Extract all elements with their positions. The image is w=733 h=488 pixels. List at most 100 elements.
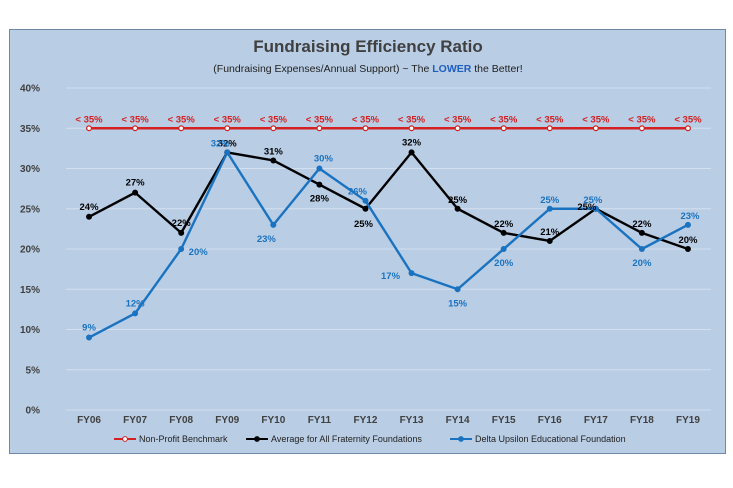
data-label: < 35% bbox=[214, 114, 242, 125]
legend-marker bbox=[458, 436, 464, 442]
y-tick-label: 30% bbox=[20, 164, 40, 175]
data-label: 20% bbox=[189, 247, 209, 258]
data-point bbox=[592, 125, 599, 132]
x-tick-label: FY18 bbox=[630, 415, 654, 426]
data-point bbox=[362, 125, 369, 132]
y-tick-label: 10% bbox=[20, 325, 40, 336]
data-label: 20% bbox=[494, 258, 514, 269]
data-label: 22% bbox=[494, 219, 514, 230]
data-point bbox=[684, 245, 691, 252]
x-tick-label: FY08 bbox=[169, 415, 193, 426]
data-label: 17% bbox=[381, 271, 401, 282]
data-label: 22% bbox=[632, 219, 652, 230]
data-point bbox=[546, 205, 553, 212]
data-point bbox=[546, 125, 553, 132]
x-tick-label: FY06 bbox=[77, 415, 101, 426]
data-label: < 35% bbox=[490, 114, 518, 125]
x-tick-label: FY14 bbox=[446, 415, 470, 426]
data-label: 26% bbox=[348, 187, 368, 198]
y-tick-label: 0% bbox=[26, 406, 41, 417]
y-tick-label: 40% bbox=[20, 84, 40, 95]
legend: Non-Profit Benchmark Average for All Frat… bbox=[114, 434, 626, 444]
x-tick-label: FY15 bbox=[492, 415, 516, 426]
data-point bbox=[316, 125, 323, 132]
data-point bbox=[86, 213, 93, 220]
data-point bbox=[500, 125, 507, 132]
data-point bbox=[408, 149, 415, 156]
data-point bbox=[454, 205, 461, 212]
series-layer bbox=[86, 125, 691, 341]
data-point bbox=[316, 181, 323, 188]
subtitle-suffix: the Better! bbox=[471, 63, 522, 75]
data-label: < 35% bbox=[352, 114, 380, 125]
data-label: 23% bbox=[680, 211, 700, 222]
x-tick-label: FY19 bbox=[676, 415, 700, 426]
data-label: < 35% bbox=[306, 114, 334, 125]
data-label: 22% bbox=[172, 218, 192, 229]
data-point bbox=[362, 205, 369, 212]
data-label: < 35% bbox=[582, 114, 610, 125]
data-point bbox=[638, 229, 645, 236]
data-point bbox=[408, 270, 415, 277]
data-point bbox=[638, 125, 645, 132]
chart-title: Fundraising Efficiency Ratio bbox=[253, 37, 483, 56]
y-tick-label: 20% bbox=[20, 245, 40, 256]
series-line bbox=[88, 151, 689, 339]
gridlines bbox=[66, 87, 711, 411]
data-point bbox=[224, 125, 231, 132]
data-point bbox=[270, 221, 277, 228]
data-point bbox=[684, 125, 691, 132]
data-point bbox=[270, 125, 277, 132]
data-label: < 35% bbox=[122, 114, 150, 125]
y-tick-label: 35% bbox=[20, 124, 40, 135]
data-point bbox=[132, 310, 139, 317]
data-point bbox=[224, 149, 231, 156]
data-point bbox=[638, 245, 645, 252]
series-line bbox=[88, 151, 689, 251]
data-point bbox=[408, 125, 415, 132]
data-label: < 35% bbox=[75, 114, 103, 125]
chart-subtitle: (Fundraising Expenses/Annual Support) ~ … bbox=[213, 63, 522, 75]
data-point bbox=[592, 205, 599, 212]
legend-label: Non-Profit Benchmark bbox=[139, 434, 228, 444]
axis-labels: 0% 5% 10% 15% 20% 25% 30% 35% 40% FY06 FY07 FY08 FY0… bbox=[20, 84, 700, 427]
x-tick-label: FY13 bbox=[400, 415, 424, 426]
data-label: 32% bbox=[218, 138, 238, 149]
data-label: < 35% bbox=[628, 114, 656, 125]
data-label: 15% bbox=[448, 298, 468, 309]
data-label: 24% bbox=[80, 202, 100, 213]
x-tick-label: FY07 bbox=[123, 415, 147, 426]
subtitle-emphasis: LOWER bbox=[432, 63, 471, 75]
data-label: 25% bbox=[540, 195, 560, 206]
data-label: 25% bbox=[577, 202, 597, 213]
data-label: < 35% bbox=[398, 114, 426, 125]
x-tick-label: FY09 bbox=[215, 415, 239, 426]
data-point bbox=[684, 221, 691, 228]
data-label: < 35% bbox=[674, 114, 702, 125]
y-tick-label: 15% bbox=[20, 285, 40, 296]
data-label: 25% bbox=[583, 195, 603, 206]
x-tick-label: FY11 bbox=[308, 415, 332, 426]
data-point bbox=[362, 197, 369, 204]
data-label: 23% bbox=[257, 234, 277, 245]
data-label: 20% bbox=[632, 258, 652, 269]
data-label: 28% bbox=[310, 194, 330, 205]
data-label: 25% bbox=[448, 195, 468, 206]
data-labels: < 35% < 35% < 35% < 35% < 35% < 35% < 35% < 35%… bbox=[75, 114, 702, 333]
data-label: < 35% bbox=[168, 114, 196, 125]
data-label: < 35% bbox=[260, 114, 288, 125]
data-label: 31% bbox=[264, 146, 284, 157]
legend-label: Average for All Fraternity Foundations bbox=[271, 434, 422, 444]
data-point bbox=[132, 125, 139, 132]
legend-marker bbox=[122, 436, 128, 442]
data-point bbox=[500, 245, 507, 252]
chart-svg: Fundraising Efficiency Ratio (Fundraisin… bbox=[20, 37, 711, 444]
data-label: 30% bbox=[314, 154, 334, 165]
data-label: < 35% bbox=[444, 114, 472, 125]
data-point bbox=[86, 334, 93, 341]
subtitle-prefix: (Fundraising Expenses/Annual Support) ~ … bbox=[213, 63, 432, 75]
data-label: 9% bbox=[82, 323, 96, 334]
data-point bbox=[500, 229, 507, 236]
data-point bbox=[454, 286, 461, 293]
chart-frame: Fundraising Efficiency Ratio (Fundraisin… bbox=[9, 29, 726, 454]
